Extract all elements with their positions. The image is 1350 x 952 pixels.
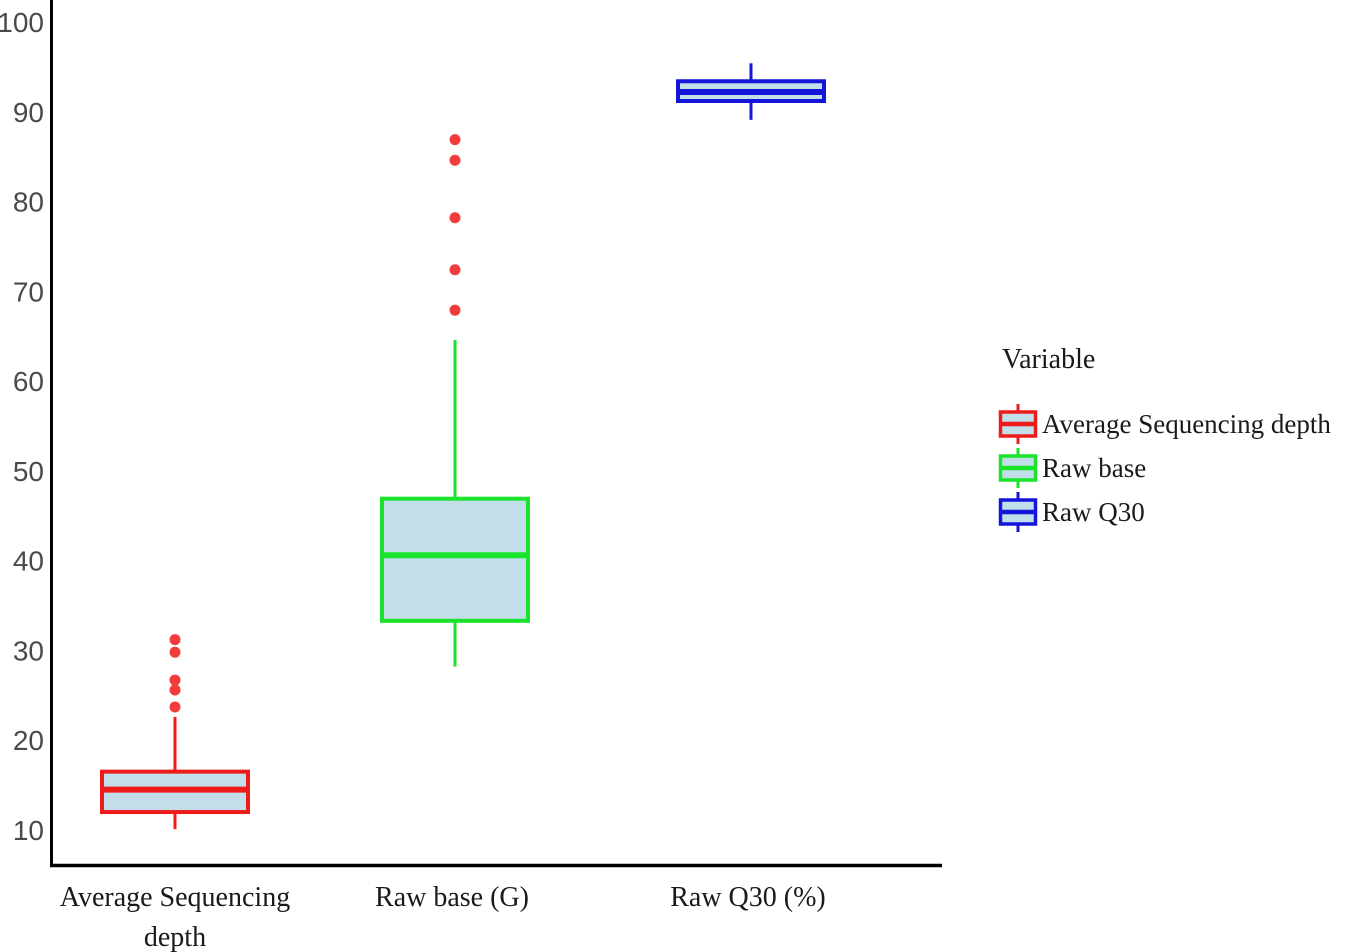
y-tick-label: 90 xyxy=(13,97,44,128)
x-axis-label-average-sequencing-depth: Average Sequencing depth xyxy=(59,882,291,952)
legend-boxplot-icon xyxy=(998,492,1038,532)
y-tick-label: 80 xyxy=(13,187,44,218)
x-axis-label-raw-base: Raw base (G) xyxy=(375,882,529,913)
legend-title: Variable xyxy=(1002,344,1096,375)
x-axis-label-raw-q30: Raw Q30 (%) xyxy=(670,882,826,913)
legend-entry: Raw base xyxy=(998,446,1350,490)
y-tick-label: 30 xyxy=(13,635,44,666)
y-tick-label: 100 xyxy=(0,7,44,38)
outlier-point xyxy=(449,264,461,276)
box xyxy=(380,496,530,623)
outlier-point xyxy=(169,646,181,658)
legend-entry: Raw Q30 xyxy=(998,490,1350,534)
legend: Variable Average Sequencing depth Raw bas… xyxy=(998,344,1350,534)
y-tick-label: 10 xyxy=(13,815,44,846)
y-tick-label: 20 xyxy=(13,725,44,756)
legend-entry: Average Sequencing depth xyxy=(998,402,1350,446)
y-tick-label: 40 xyxy=(13,546,44,577)
y-tick-label: 60 xyxy=(13,366,44,397)
legend-entries: Average Sequencing depth Raw base Raw Q30 xyxy=(998,402,1350,534)
legend-entry-label: Average Sequencing depth xyxy=(1042,408,1331,439)
outlier-point xyxy=(449,304,461,316)
y-tick-label: 50 xyxy=(13,456,44,487)
legend-boxplot-icon xyxy=(998,448,1038,488)
outlier-point xyxy=(169,701,181,713)
outlier-point xyxy=(169,634,181,646)
outlier-point xyxy=(449,212,461,224)
outlier-point xyxy=(169,674,181,686)
legend-entry-label: Raw base xyxy=(1042,452,1147,483)
outlier-point xyxy=(449,134,461,146)
outlier-point xyxy=(449,154,461,166)
legend-entry-label: Raw Q30 xyxy=(1042,496,1145,527)
y-tick-label: 70 xyxy=(13,276,44,307)
outlier-point xyxy=(169,684,181,696)
legend-boxplot-icon xyxy=(998,404,1038,444)
